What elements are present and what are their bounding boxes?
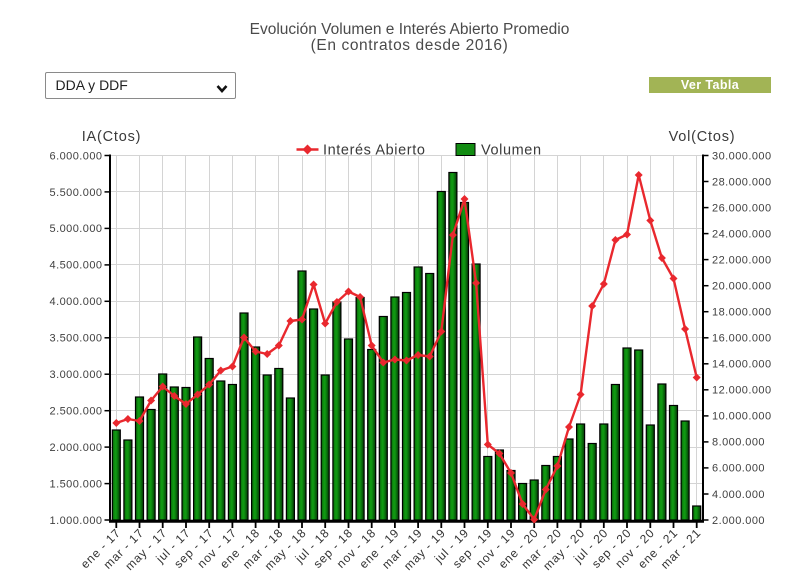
svg-text:24.000.000: 24.000.000 [712, 228, 772, 240]
svg-text:4.000.000: 4.000.000 [712, 489, 765, 501]
svg-text:Vol(Ctos): Vol(Ctos) [669, 129, 736, 145]
svg-text:6.000.000: 6.000.000 [50, 150, 103, 162]
svg-text:2.000.000: 2.000.000 [50, 442, 103, 454]
svg-text:2.000.000: 2.000.000 [712, 515, 765, 527]
svg-text:12.000.000: 12.000.000 [712, 385, 772, 397]
svg-text:3.500.000: 3.500.000 [50, 333, 103, 345]
svg-text:1.500.000: 1.500.000 [50, 478, 103, 490]
svg-text:Interés Abierto: Interés Abierto [323, 143, 426, 159]
svg-text:Volumen: Volumen [481, 143, 542, 159]
svg-text:6.000.000: 6.000.000 [712, 463, 765, 475]
svg-text:20.000.000: 20.000.000 [712, 281, 772, 293]
svg-text:14.000.000: 14.000.000 [712, 359, 772, 371]
svg-text:5.000.000: 5.000.000 [50, 223, 103, 235]
svg-text:5.500.000: 5.500.000 [50, 187, 103, 199]
svg-text:30.000.000: 30.000.000 [712, 150, 772, 162]
svg-text:IA(Ctos): IA(Ctos) [82, 129, 142, 145]
svg-text:10.000.000: 10.000.000 [712, 411, 772, 423]
svg-text:4.000.000: 4.000.000 [50, 296, 103, 308]
svg-text:1.000.000: 1.000.000 [50, 515, 103, 527]
svg-text:22.000.000: 22.000.000 [712, 254, 772, 266]
svg-text:8.000.000: 8.000.000 [712, 437, 765, 449]
svg-text:2.500.000: 2.500.000 [50, 406, 103, 418]
svg-text:28.000.000: 28.000.000 [712, 176, 772, 188]
svg-text:26.000.000: 26.000.000 [712, 202, 772, 214]
svg-text:4.500.000: 4.500.000 [50, 260, 103, 272]
svg-text:18.000.000: 18.000.000 [712, 307, 772, 319]
svg-text:16.000.000: 16.000.000 [712, 333, 772, 345]
svg-text:3.000.000: 3.000.000 [50, 369, 103, 381]
